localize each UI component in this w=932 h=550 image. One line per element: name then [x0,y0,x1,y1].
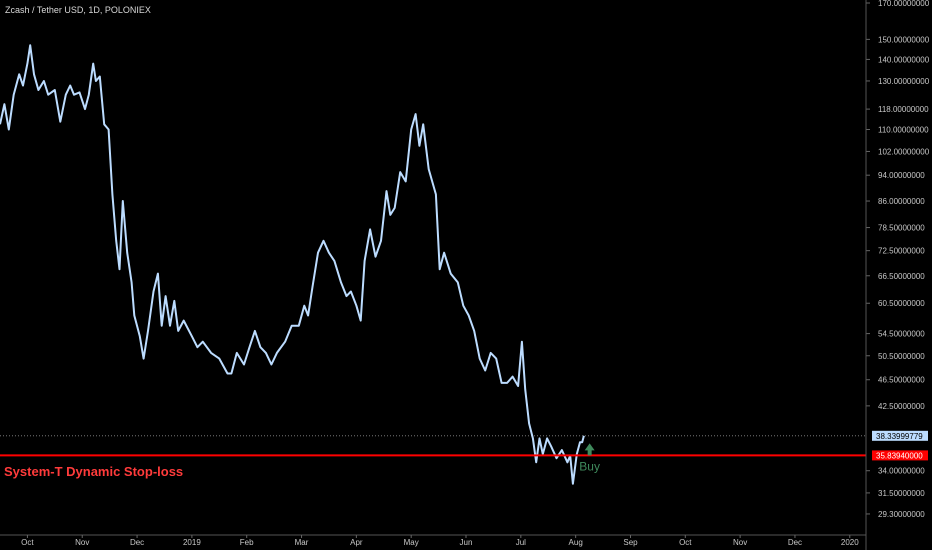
buy-signal-marker: Buy [579,443,600,473]
x-tick-label: May [404,538,419,547]
y-tick-label: 102.00000000 [878,147,930,156]
symbol-title: Zcash / Tether USD, 1D, POLONIEX [5,5,151,15]
last-price-tag [872,430,928,441]
y-tick-label: 66.50000000 [878,272,925,281]
stop-loss-value: 35.83940000 [876,451,923,460]
y-tick-label: 50.50000000 [878,352,925,361]
price-tags: 38.33999779 35.83940000 [872,430,928,461]
last-price-value: 38.33999779 [876,432,923,441]
x-axis[interactable]: Oct Nov Dec 2019 Feb Mar Apr May Jun Jul Aug Sep Oct… [0,534,866,547]
y-tick-label: 60.50000000 [878,299,925,308]
y-axis[interactable]: 170.00000000 150.00000000 140.00000000 130.… [865,0,930,550]
x-tick-label: Apr [350,538,363,547]
x-tick-label: 2019 [183,538,201,547]
x-tick-label: Oct [21,538,34,547]
y-tick-label: 31.50000000 [878,489,925,498]
y-tick-label: 78.50000000 [878,224,925,233]
stop-loss-indicator-label: System-T Dynamic Stop-loss [4,464,184,479]
x-tick-label: Nov [75,538,89,547]
y-tick-label: 118.00000000 [878,105,929,114]
x-tick-label: Aug [569,538,583,547]
y-tick-label: 110.00000000 [878,126,929,135]
y-tick-label: 86.00000000 [878,197,925,206]
y-tick-label: 42.50000000 [878,402,925,411]
y-tick-label: 140.00000000 [878,55,930,64]
y-tick-label: 46.50000000 [878,376,925,385]
x-tick-label: Feb [240,538,254,547]
y-tick-label: 170.00000000 [878,0,930,8]
x-tick-label: Dec [130,538,144,547]
x-tick-label: Sep [623,538,638,547]
y-tick-label: 54.50000000 [878,330,925,339]
x-tick-label: 2020 [841,538,859,547]
x-tick-label: Dec [788,538,802,547]
y-tick-label: 130.00000000 [878,77,930,86]
price-series-line [0,44,585,485]
y-tick-label: 29.30000000 [878,510,925,519]
x-tick-label: Mar [295,538,309,547]
y-tick-label: 72.50000000 [878,247,925,256]
buy-signal-label: Buy [579,459,600,473]
x-tick-label: Jun [460,538,473,547]
buy-arrow-icon [584,443,595,456]
y-tick-label: 94.00000000 [878,171,925,180]
x-tick-label: Nov [733,538,747,547]
stop-loss-tag [872,450,928,461]
x-tick-label: Oct [679,538,692,547]
x-tick-label: Jul [516,538,526,547]
y-tick-label: 150.00000000 [878,35,930,44]
y-tick-label: 34.00000000 [878,467,925,476]
